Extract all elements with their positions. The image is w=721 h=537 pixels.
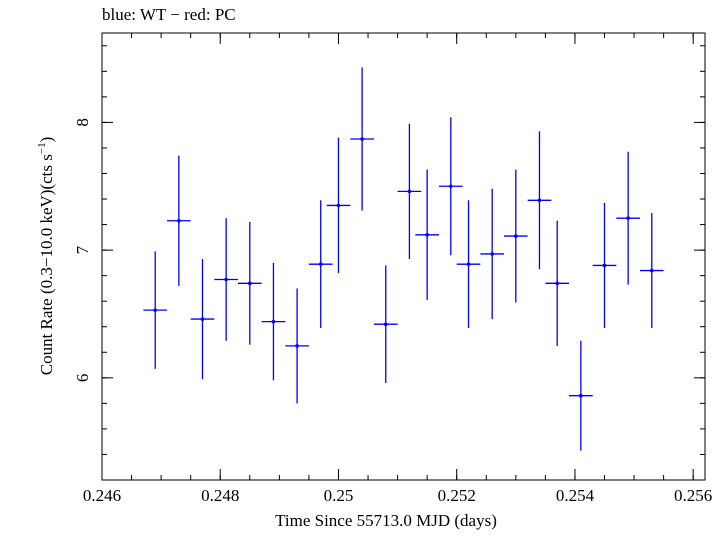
data-marker — [602, 263, 607, 268]
data-marker — [200, 317, 205, 321]
data-marker — [153, 308, 158, 312]
data-point — [237, 222, 262, 345]
data-point — [480, 188, 504, 320]
data-series-wt — [143, 67, 664, 451]
data-point — [285, 288, 309, 404]
data-marker — [295, 344, 299, 348]
y-tick-label: 7 — [73, 245, 92, 254]
x-axis-ticks: 0.246 0.248 0.25 0.252 0.254 0.256 — [83, 33, 712, 505]
x-tick-label: 0.252 — [438, 486, 476, 505]
data-marker — [271, 319, 276, 324]
data-marker — [407, 189, 412, 194]
y-axis-label: Count Rate (0.3−10.0 keV)(cts s−1) — [36, 137, 56, 376]
data-point — [639, 213, 664, 329]
data-point — [527, 131, 552, 270]
data-marker — [177, 218, 181, 223]
x-axis-label: Time Since 55713.0 MJD (days) — [275, 511, 497, 530]
x-tick-label: 0.254 — [556, 486, 595, 505]
data-point — [438, 117, 463, 256]
data-marker — [537, 198, 542, 203]
chart-title: blue: WT − red: PC — [102, 5, 236, 24]
data-marker — [318, 262, 323, 266]
x-tick-label: 0.25 — [324, 486, 354, 505]
data-point — [308, 200, 333, 329]
data-point — [214, 218, 238, 341]
data-point — [261, 262, 286, 381]
data-marker — [626, 216, 630, 220]
data-marker — [514, 234, 518, 238]
data-marker — [360, 137, 364, 141]
data-point — [592, 202, 617, 329]
x-tick-label: 0.248 — [201, 486, 239, 505]
data-point — [167, 155, 191, 286]
plot-frame — [101, 32, 706, 481]
data-point — [350, 67, 374, 211]
data-marker — [490, 252, 494, 256]
data-marker — [466, 262, 471, 266]
data-marker — [425, 232, 429, 237]
data-point — [456, 200, 481, 329]
y-tick-label: 6 — [73, 374, 92, 383]
data-point — [415, 169, 439, 300]
y-axis-ticks: 6 7 8 — [73, 45, 705, 481]
data-point — [616, 151, 640, 285]
data-point — [545, 220, 570, 346]
data-marker — [224, 277, 228, 282]
y-axis-label-superscript: −1 — [36, 142, 48, 154]
data-marker — [579, 393, 583, 398]
y-tick-label: 8 — [73, 118, 92, 127]
data-marker — [247, 281, 252, 286]
data-marker — [555, 281, 560, 286]
data-point — [326, 137, 351, 274]
data-point — [504, 169, 528, 303]
data-point — [569, 340, 593, 451]
data-marker — [649, 268, 654, 273]
data-marker — [448, 184, 453, 189]
x-tick-label: 0.256 — [674, 486, 712, 505]
data-marker — [383, 322, 388, 326]
data-point — [397, 123, 422, 260]
data-point — [373, 265, 398, 383]
data-point — [190, 259, 215, 380]
data-marker — [336, 203, 341, 208]
data-point — [143, 251, 168, 369]
x-tick-label: 0.246 — [83, 486, 121, 505]
